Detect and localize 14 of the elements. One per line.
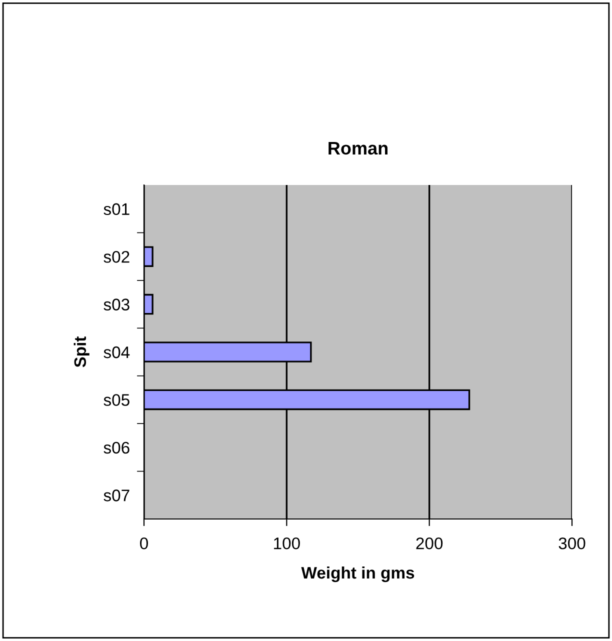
x-tick-label: 100 xyxy=(274,537,300,550)
y-tick-label: s06 xyxy=(104,442,130,454)
y-tick-label: s07 xyxy=(104,490,130,502)
x-axis-title: Weight in gms xyxy=(301,566,414,582)
y-tick-label: s01 xyxy=(104,203,130,216)
y-tick-label: s03 xyxy=(104,298,130,310)
y-tick-label: s05 xyxy=(104,394,130,406)
chart-title: Roman xyxy=(328,142,388,155)
y-tick-label: s02 xyxy=(104,250,130,263)
x-tick-label: 300 xyxy=(558,537,586,550)
y-axis-title: Spit xyxy=(74,336,90,368)
x-tick-label: 200 xyxy=(416,537,443,550)
x-tick-label: 0 xyxy=(140,537,148,550)
y-tick-label: s04 xyxy=(104,346,130,358)
